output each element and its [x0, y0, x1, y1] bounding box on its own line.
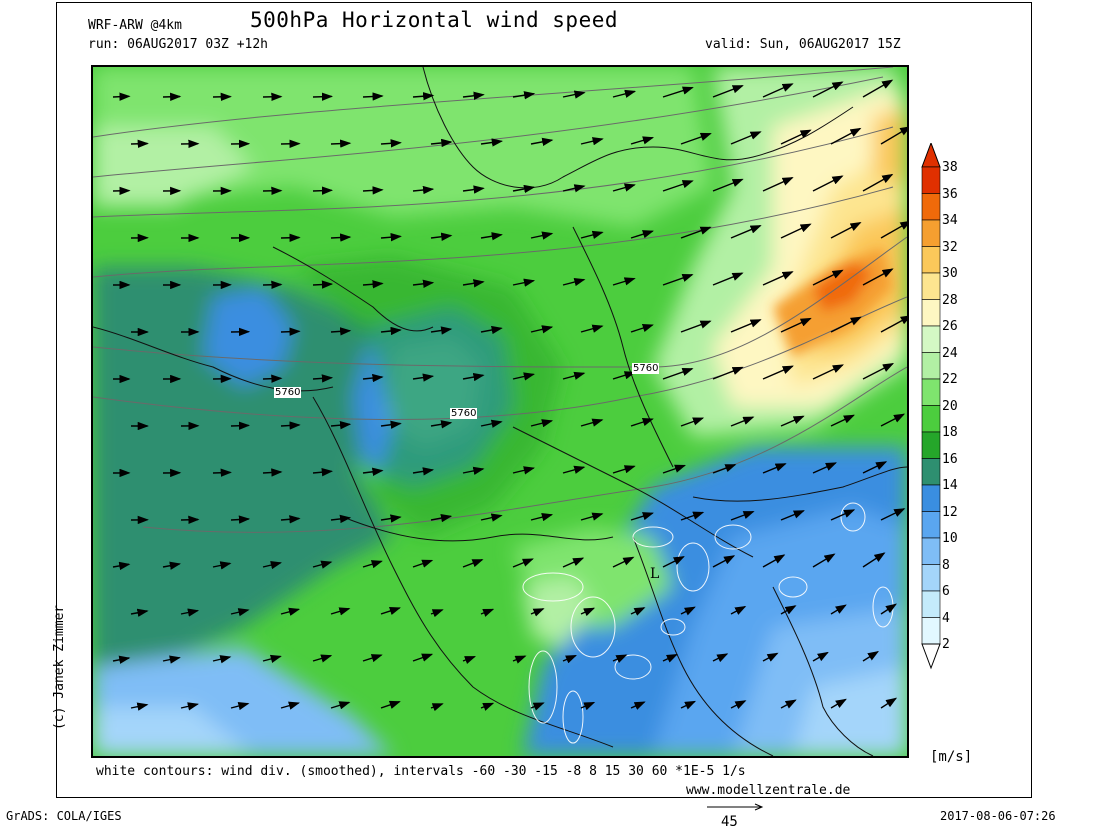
colorbar-cell	[922, 379, 940, 406]
wind-arrow-icon	[181, 520, 198, 521]
wind-arrow-icon	[263, 378, 281, 379]
colorbar-cell	[922, 538, 940, 565]
wind-arrow-icon	[281, 331, 299, 332]
isohypse-label-central: 5760	[450, 408, 477, 419]
wind-arrow-icon	[263, 285, 281, 286]
wind-arrow-icon	[363, 96, 382, 97]
colorbar-top-arrow	[922, 143, 940, 167]
colorbar-cell	[922, 591, 940, 618]
colorbar-cell	[922, 194, 940, 221]
wind-arrow-icon	[313, 96, 332, 97]
wind-speed-map	[91, 65, 909, 758]
colorbar-tick-label: 2	[942, 637, 950, 652]
wind-arrow-icon	[331, 237, 350, 238]
author-credit: (c) Janek Zimmer	[52, 605, 67, 730]
colorbar-cell	[922, 167, 940, 194]
colorbar-cell	[922, 512, 940, 539]
colorbar-cell	[922, 220, 940, 247]
colorbar-cell	[922, 300, 940, 327]
isohypse-label-east: 5760	[632, 363, 659, 374]
map-canvas	[93, 67, 907, 756]
wind-arrow-icon	[313, 284, 332, 285]
reference-vector: 45	[705, 803, 765, 825]
colorbar-tick-label: 14	[942, 478, 958, 493]
colorbar-tick-label: 16	[942, 452, 958, 467]
reference-vector-value: 45	[721, 814, 738, 830]
colorbar-tick-label: 24	[942, 346, 958, 361]
model-label: WRF-ARW @4km	[88, 19, 182, 32]
valid-time: valid: Sun, 06AUG2017 15Z	[705, 38, 901, 51]
wind-arrow-icon	[163, 97, 180, 98]
colorbar-cell	[922, 406, 940, 433]
website-credit: www.modellzentrale.de	[686, 784, 850, 797]
colorbar-cell	[922, 326, 940, 353]
colorbar-cell	[922, 565, 940, 592]
colorbar-tick-label: 10	[942, 531, 958, 546]
wind-arrow-icon	[281, 238, 299, 239]
colorbar-tick-label: 6	[942, 584, 950, 599]
wind-arrow-icon	[331, 143, 350, 144]
run-info: run: 06AUG2017 03Z +12h	[88, 38, 268, 51]
colorbar-tick-label: 34	[942, 213, 958, 228]
colorbar-cell	[922, 273, 940, 300]
colorbar-cell	[922, 247, 940, 274]
wind-arrow-icon	[231, 425, 249, 426]
wind-arrow-icon	[113, 96, 129, 97]
wind-arrow-icon	[213, 472, 231, 473]
colorbar-tick-label: 30	[942, 266, 958, 281]
colorbar-cell	[922, 459, 940, 486]
wind-arrow-icon	[313, 190, 332, 191]
contour-note: white contours: wind div. (smoothed), in…	[96, 765, 746, 778]
colorbar-tick-label: 18	[942, 425, 958, 440]
colorbar-tick-label: 28	[942, 293, 958, 308]
wind-arrow-icon	[231, 519, 249, 520]
colorbar-tick-label: 26	[942, 319, 958, 334]
colorbar-tick-label: 38	[942, 160, 958, 175]
low-pressure-marker: L	[650, 566, 659, 582]
timestamp: 2017-08-06-07:26	[940, 810, 1056, 822]
isohypse-label-west: 5760	[274, 387, 301, 398]
colorbar-tick-label: 4	[942, 611, 950, 626]
colorbar-tick-label: 22	[942, 372, 958, 387]
colorbar-cell	[922, 485, 940, 512]
software-credit: GrADS: COLA/IGES	[6, 810, 122, 822]
colorbar-tick-label: 32	[942, 240, 958, 255]
wind-arrow-icon	[131, 144, 148, 145]
colorbar-bottom-arrow	[922, 644, 940, 668]
units-label: [m/s]	[930, 750, 972, 764]
colorbar-cell	[922, 432, 940, 459]
colorbar-tick-label: 36	[942, 187, 958, 202]
map-title: 500hPa Horizontal wind speed	[250, 10, 618, 31]
colorbar-tick-label: 8	[942, 558, 950, 573]
colorbar-cell	[922, 618, 940, 645]
colorbar-cell	[922, 353, 940, 380]
colorbar-tick-label: 12	[942, 505, 958, 520]
colorbar-tick-label: 20	[942, 399, 958, 414]
